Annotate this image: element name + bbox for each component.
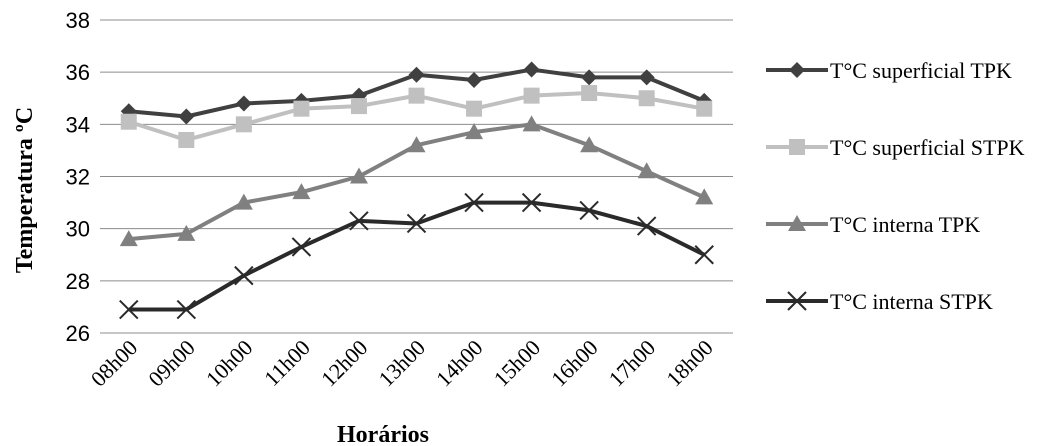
data-point xyxy=(120,113,137,130)
series-1 xyxy=(120,61,713,125)
y-axis-ticks: 26 28 30 32 34 36 38 xyxy=(66,8,90,346)
data-point xyxy=(466,100,483,117)
x-tick-label: 15h00 xyxy=(489,335,546,392)
data-point xyxy=(408,87,425,104)
data-point xyxy=(234,193,253,210)
data-point xyxy=(637,162,656,179)
x-tick-label: 16h00 xyxy=(546,335,603,392)
data-point xyxy=(407,136,426,153)
data-point xyxy=(350,98,367,115)
data-point xyxy=(694,245,714,265)
series-lines xyxy=(119,61,714,320)
legend-marker xyxy=(788,215,806,231)
data-point xyxy=(119,230,138,247)
y-tick-label: 32 xyxy=(66,165,90,190)
data-point xyxy=(523,61,540,78)
legend: T°C superficial TPK T°C superficial STPK T… xyxy=(766,58,1025,314)
legend-label: T°C interna TPK xyxy=(830,212,980,237)
data-point xyxy=(177,224,196,241)
data-point xyxy=(466,71,483,88)
legend-marker xyxy=(789,62,805,78)
x-tick-label: 12h00 xyxy=(316,335,373,392)
x-tick-label: 14h00 xyxy=(431,335,488,392)
y-tick-label: 26 xyxy=(66,321,90,346)
legend-item: T°C superficial STPK xyxy=(766,135,1025,160)
x-tick-label: 09h00 xyxy=(143,335,200,392)
legend-marker xyxy=(787,291,807,311)
data-point xyxy=(464,192,484,213)
data-point xyxy=(522,115,541,132)
y-tick-label: 34 xyxy=(66,112,90,137)
data-point xyxy=(408,66,425,83)
data-point xyxy=(579,200,599,221)
data-point xyxy=(293,100,310,117)
data-point xyxy=(580,136,599,153)
y-axis-title: Temperatura ºC xyxy=(12,107,38,273)
data-point xyxy=(176,299,197,320)
legend-label: T°C superficial TPK xyxy=(830,58,1012,83)
legend-item: T°C interna STPK xyxy=(766,289,993,314)
legend-item: T°C superficial TPK xyxy=(766,58,1012,83)
series-3 xyxy=(119,115,714,247)
data-point xyxy=(235,116,252,133)
data-point xyxy=(119,299,139,320)
data-point xyxy=(292,183,311,200)
data-point xyxy=(638,90,655,107)
legend-item: T°C interna TPK xyxy=(766,212,980,237)
legend-label: T°C interna STPK xyxy=(830,289,993,314)
y-tick-label: 30 xyxy=(66,217,90,242)
x-tick-label: 08h00 xyxy=(86,335,143,392)
data-point xyxy=(178,131,195,148)
data-point xyxy=(521,192,542,213)
data-point xyxy=(235,95,252,112)
data-point xyxy=(636,216,657,236)
data-point xyxy=(349,167,368,184)
data-point xyxy=(234,265,254,286)
x-axis-title: Horários xyxy=(337,422,429,446)
x-tick-label: 18h00 xyxy=(661,335,718,392)
x-tick-label: 13h00 xyxy=(373,335,430,392)
series-4 xyxy=(119,192,714,320)
x-tick-label: 10h00 xyxy=(201,335,258,392)
data-point xyxy=(581,69,598,86)
legend-label: T°C superficial STPK xyxy=(830,135,1025,160)
data-point xyxy=(696,100,713,117)
x-tick-label: 11h00 xyxy=(259,335,315,391)
data-point xyxy=(523,87,540,104)
legend-marker xyxy=(789,139,805,155)
y-tick-label: 28 xyxy=(66,269,90,294)
data-point xyxy=(349,211,369,231)
y-tick-label: 38 xyxy=(66,8,90,33)
data-point xyxy=(406,213,427,234)
series-2 xyxy=(120,85,713,148)
y-tick-label: 36 xyxy=(66,60,90,85)
data-point xyxy=(695,188,714,205)
data-point xyxy=(291,237,312,257)
x-axis-ticks: 08h00 09h00 10h00 11h00 12h00 13h00 14h00 15h00… xyxy=(86,335,718,392)
data-point xyxy=(581,85,598,102)
data-point xyxy=(465,123,484,140)
x-tick-label: 17h00 xyxy=(604,335,661,392)
data-point xyxy=(178,108,195,125)
data-point xyxy=(638,69,655,86)
